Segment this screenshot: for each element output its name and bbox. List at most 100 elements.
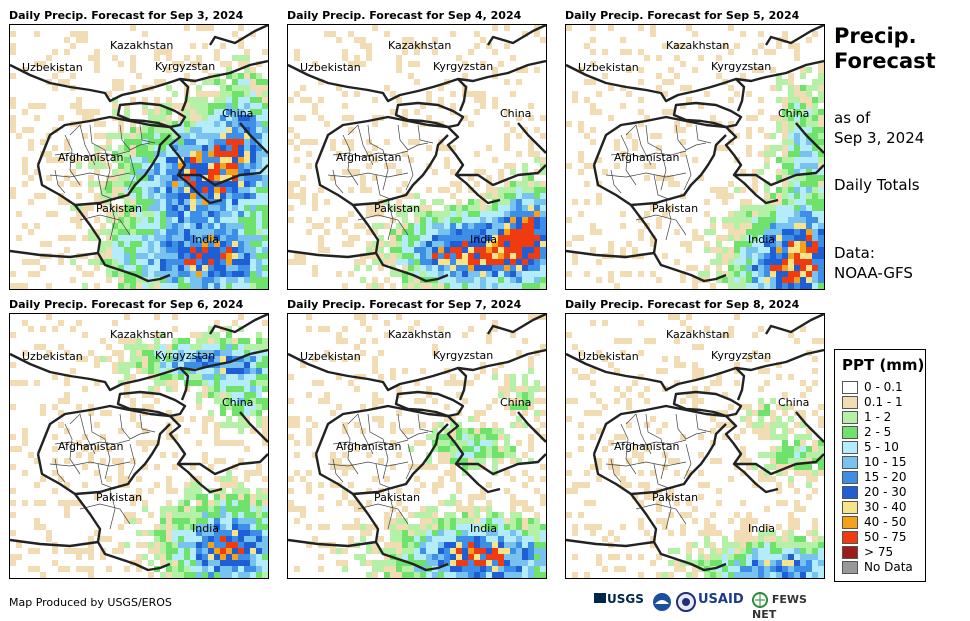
precip-cell xyxy=(402,37,408,43)
precip-cell xyxy=(136,259,142,265)
precip-cell xyxy=(262,163,268,169)
precip-cell xyxy=(468,247,474,253)
precip-cell xyxy=(76,548,82,554)
precip-cell xyxy=(818,241,824,247)
precip-cell xyxy=(184,368,190,374)
precip-cell xyxy=(818,133,824,139)
precip-cell xyxy=(220,542,226,548)
precip-cell xyxy=(486,572,492,578)
precip-cell xyxy=(408,241,414,247)
precip-cell xyxy=(456,211,462,217)
precip-cell xyxy=(812,145,818,151)
precip-cell xyxy=(420,512,426,518)
precip-cell xyxy=(656,518,662,524)
precip-cell xyxy=(806,271,812,277)
precip-cell xyxy=(178,277,184,283)
precip-cell xyxy=(420,482,426,488)
precip-cell xyxy=(782,572,788,578)
precip-cell xyxy=(16,235,22,241)
precip-cell xyxy=(800,229,806,235)
precip-cell xyxy=(244,560,250,566)
precip-cell xyxy=(46,55,52,61)
precip-cell xyxy=(226,169,232,175)
precip-cell xyxy=(76,157,82,163)
precip-cell xyxy=(124,283,130,289)
precip-cell xyxy=(414,61,420,67)
precip-cell xyxy=(522,392,528,398)
precip-cell xyxy=(220,560,226,566)
province-boundary xyxy=(387,199,394,241)
precip-cell xyxy=(244,386,250,392)
precip-cell xyxy=(148,530,154,536)
precip-cell xyxy=(250,518,256,524)
precip-cell xyxy=(662,356,668,362)
precip-cell xyxy=(516,350,522,356)
precip-cell xyxy=(148,404,154,410)
precip-cell xyxy=(324,229,330,235)
precip-cell xyxy=(190,344,196,350)
precip-cell xyxy=(438,145,444,151)
precip-cell xyxy=(480,554,486,560)
province-boundary xyxy=(683,154,692,191)
precip-cell xyxy=(184,181,190,187)
precip-cell xyxy=(572,530,578,536)
precip-cell xyxy=(456,530,462,536)
precip-cell xyxy=(40,139,46,145)
precip-cell xyxy=(426,392,432,398)
precip-cell xyxy=(746,199,752,205)
precip-cell xyxy=(214,241,220,247)
precip-cell xyxy=(82,566,88,572)
precip-cell xyxy=(764,554,770,560)
precip-cell xyxy=(782,434,788,440)
precip-cell xyxy=(692,31,698,37)
precip-cell xyxy=(220,338,226,344)
country-boundary xyxy=(735,367,746,401)
precip-cell xyxy=(450,560,456,566)
precip-cell xyxy=(534,518,540,524)
precip-cell xyxy=(474,109,480,115)
precip-cell xyxy=(232,55,238,61)
precip-cell xyxy=(716,253,722,259)
precip-cell xyxy=(698,103,704,109)
precip-cell xyxy=(226,223,232,229)
precip-cell xyxy=(250,151,256,157)
precip-cell xyxy=(64,566,70,572)
precip-cell xyxy=(788,253,794,259)
precip-cell xyxy=(10,488,16,494)
precip-cell xyxy=(806,428,812,434)
precip-cell xyxy=(818,145,824,151)
precip-cell xyxy=(214,187,220,193)
precip-cell xyxy=(456,265,462,271)
precip-cell xyxy=(776,223,782,229)
precip-cell xyxy=(130,67,136,73)
precip-cell xyxy=(788,458,794,464)
province-boundary xyxy=(64,423,81,475)
precip-cell xyxy=(238,374,244,380)
precip-cell xyxy=(402,109,408,115)
precip-cell xyxy=(220,223,226,229)
precip-cell xyxy=(124,314,130,320)
precip-cell xyxy=(70,157,76,163)
precip-cell xyxy=(142,350,148,356)
precip-cell xyxy=(312,422,318,428)
precip-cell xyxy=(190,247,196,253)
precip-cell xyxy=(504,253,510,259)
precip-cell xyxy=(414,223,420,229)
precip-cell xyxy=(474,259,480,265)
precip-cell xyxy=(626,386,632,392)
precip-cell xyxy=(136,151,142,157)
precip-cell xyxy=(336,404,342,410)
precip-cell xyxy=(722,187,728,193)
legend-label: 10 - 15 xyxy=(864,455,907,469)
precip-cell xyxy=(468,253,474,259)
precip-cell xyxy=(812,109,818,115)
precip-cell xyxy=(492,428,498,434)
precip-cell xyxy=(226,265,232,271)
precip-cell xyxy=(160,145,166,151)
precip-cell xyxy=(166,512,172,518)
precip-cell xyxy=(614,139,620,145)
precip-cell xyxy=(232,241,238,247)
precip-cell xyxy=(202,506,208,512)
precip-cell xyxy=(22,163,28,169)
